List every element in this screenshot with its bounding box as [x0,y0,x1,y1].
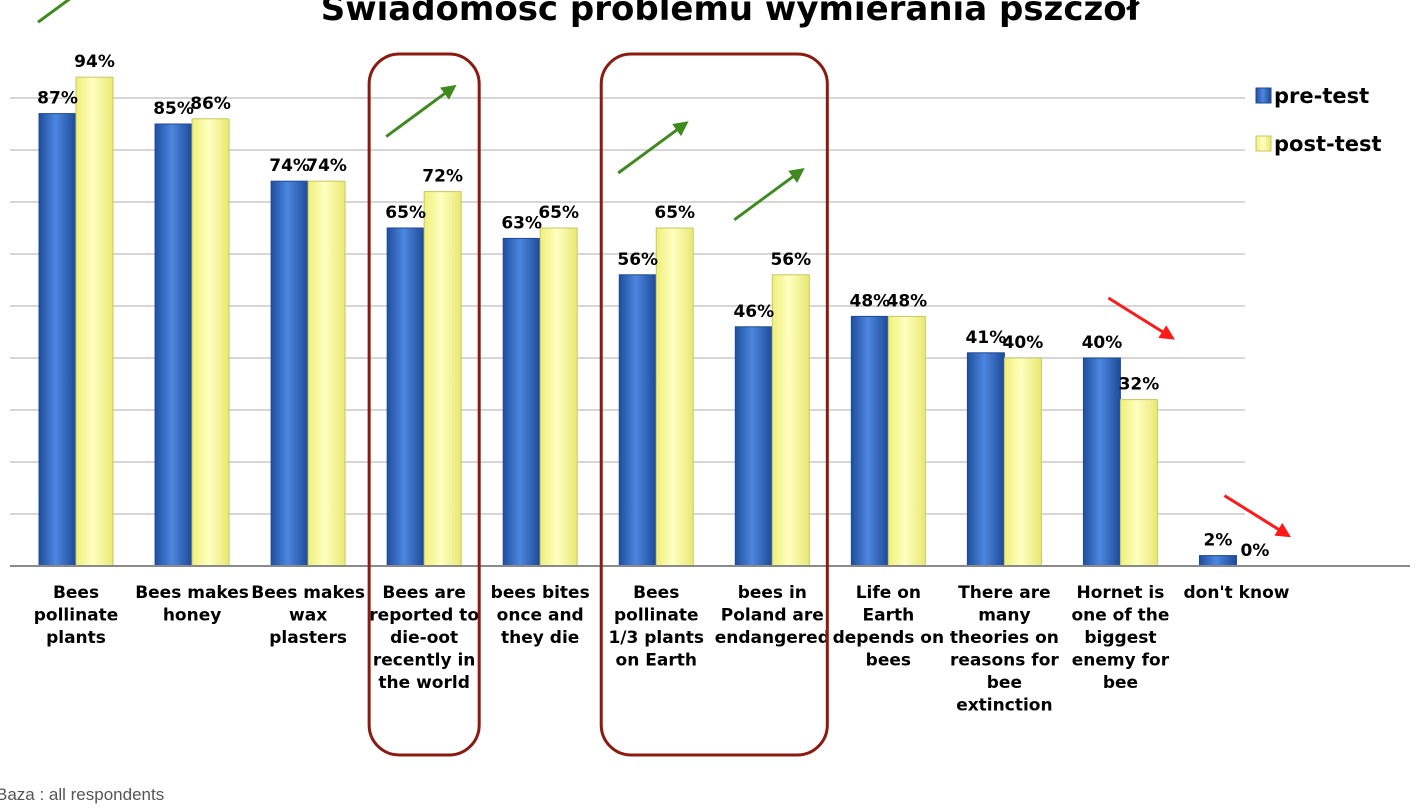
category-label: Hornet is one of the biggest enemy for bee [1071,583,1169,693]
category-label: There are many theories on reasons for bee ex… [950,583,1059,716]
bar-pre-test [154,123,193,567]
data-label-post-test: 0% [1241,541,1270,561]
data-label-post-test: 74% [306,156,347,176]
trend-arrow-up [733,168,805,222]
highlight-boxes-group [367,52,829,757]
bar-post-test [307,180,346,567]
data-label-post-test: 32% [1119,375,1160,395]
data-label-post-test: 65% [538,203,579,223]
trend-arrow-up [617,121,689,175]
bars-group [38,76,1274,567]
bar-post-test [75,76,114,567]
data-label-pre-test: 87% [37,89,78,109]
highlight-box [599,52,829,757]
data-label-post-test: 86% [190,94,231,114]
bar-pre-test [618,274,657,567]
data-label-post-test: 56% [770,250,811,270]
bar-pre-test [850,315,889,567]
bar-pre-test [502,237,541,567]
category-label: Bees pollinate plants [34,583,119,648]
bar-post-test [423,191,462,567]
highlight-box [367,52,481,757]
bar-pre-test [1082,357,1121,567]
bar-pre-test [734,326,773,567]
data-label-pre-test: 65% [385,203,426,223]
data-label-pre-test: 63% [501,213,542,233]
trend-arrow-up [37,0,71,24]
bar-post-test [1119,399,1158,567]
data-label-pre-test: 74% [269,156,310,176]
bar-post-test [1003,357,1042,567]
category-label: Life on Earth depends on bees [833,583,945,671]
category-label: Bees are reported to die-oot recently in the… [369,583,479,693]
category-label: Bees makes honey [135,583,249,626]
bar-pre-test [270,180,309,567]
category-label: bees in Poland are endangered [715,583,830,648]
bar-pre-test [1198,555,1237,567]
legend-swatch-post-test [1255,135,1272,152]
category-label: Bees makes wax plasters [251,583,365,648]
legend: pre-test post-test [1255,84,1382,156]
base-footnote: Baza : all respondents [0,785,164,804]
data-label-pre-test: 41% [966,328,1007,348]
bar-pre-test [38,113,77,567]
data-label-post-test: 65% [654,203,695,223]
bar-post-test [539,227,578,567]
data-label-post-test: 94% [74,52,115,72]
legend-label-pre-test: pre-test [1274,84,1369,108]
trend-arrows-group [37,0,1292,538]
chart-title: Świadomość problemu wymierania pszczół [321,0,1141,29]
category-label: Bees pollinate 1/3 plants on Earth [608,583,704,671]
data-label-post-test: 48% [886,291,927,311]
trend-arrow-down [1223,494,1292,538]
data-label-pre-test: 56% [617,250,658,270]
data-label-pre-test: 46% [733,302,774,322]
category-label: bees bites once and they die [491,583,590,648]
data-label-pre-test: 40% [1082,333,1123,353]
data-label-post-test: 72% [422,167,463,187]
data-label-pre-test: 2% [1204,531,1233,551]
data-label-pre-test: 48% [849,291,890,311]
legend-swatch-pre-test [1255,87,1272,104]
bar-post-test [771,274,810,567]
value-labels-group: 87%85%74%65%63%56%46%48%41% 40%2%94%86%74… [37,52,1269,561]
category-label: don't know [1183,583,1289,603]
trend-arrow-up [385,84,457,138]
bar-post-test [887,315,926,567]
data-label-post-test: 40% [1003,333,1044,353]
bar-pre-test [966,352,1005,567]
legend-label-post-test: post-test [1274,132,1382,156]
bar-post-test [191,118,230,567]
data-label-pre-test: 85% [153,99,194,119]
bar-pre-test [386,227,425,567]
bar-post-test [655,227,694,567]
trend-arrow-down [1107,296,1175,340]
